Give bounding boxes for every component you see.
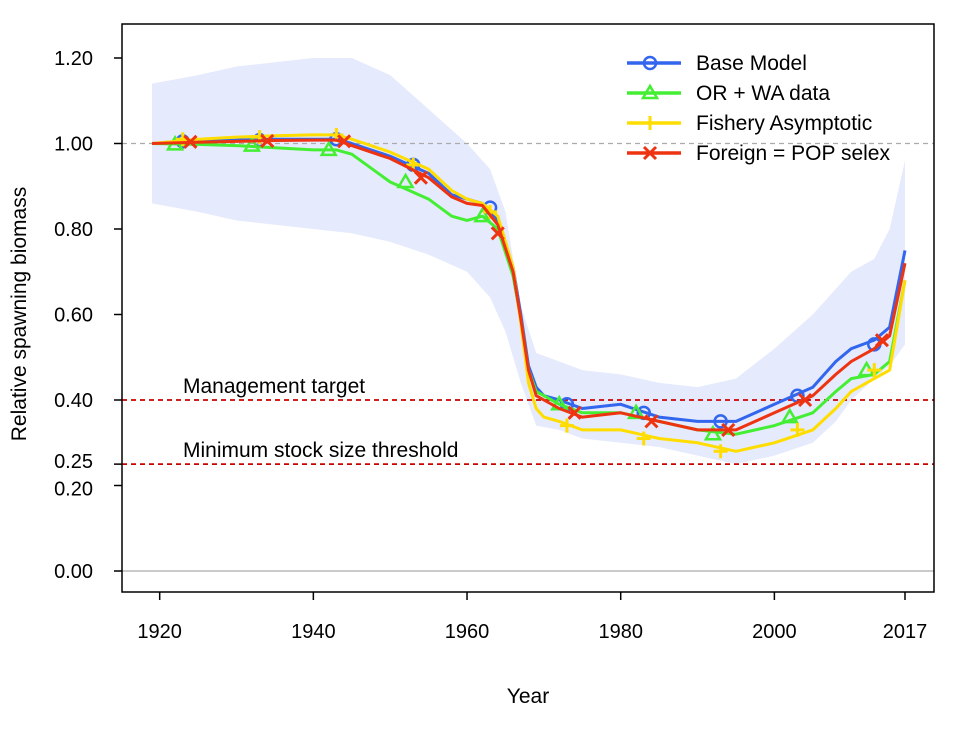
- series-marker-foreign-pop-selex: [644, 414, 659, 429]
- x-tick-label: 1960: [445, 621, 490, 643]
- series-layer: [151, 127, 907, 459]
- legend-label-base-model: Base Model: [696, 52, 807, 75]
- legend-marker-base-model: [642, 55, 658, 71]
- series-marker-fishery-asymptotic: [636, 431, 651, 446]
- ticks-layer: 1920 1940 1960 1980 2000 2017 0.00 0.20 0.25 0.40…: [54, 48, 927, 643]
- series-marker-or-wa-data: [473, 206, 492, 223]
- x-axis-title: Year: [507, 685, 549, 708]
- legend-label-foreign-pop-selex: Foreign = POP selex: [696, 142, 890, 165]
- legend: Base Model OR + WA data Fishery Asymptotic…: [627, 52, 890, 165]
- series-marker-foreign-pop-selex: [874, 333, 890, 348]
- x-tick-label: 1920: [137, 621, 182, 643]
- x-tick-label: 1940: [291, 621, 336, 643]
- series-marker-foreign-pop-selex: [413, 170, 428, 185]
- series-marker-fishery-asymptotic: [559, 418, 574, 433]
- legend-label-fishery-asymptotic: Fishery Asymptotic: [696, 112, 872, 135]
- series-marker-or-wa-data: [780, 407, 799, 424]
- series-marker-or-wa-data: [703, 424, 723, 441]
- reference-label-minimum-stock-size-threshold: Minimum stock size threshold: [183, 439, 458, 462]
- series-marker-foreign-pop-selex: [260, 133, 275, 148]
- y-tick-label: 0.60: [54, 305, 93, 327]
- y-tick-label: 0.20: [54, 479, 93, 501]
- y-tick-label: 1.00: [54, 134, 93, 156]
- y-tick-label: 0.00: [54, 561, 93, 583]
- series-marker-or-wa-data: [396, 172, 415, 189]
- series-marker-foreign-pop-selex: [490, 226, 505, 241]
- series-marker-base-model: [713, 414, 728, 429]
- series-marker-fishery-asymptotic: [867, 363, 882, 378]
- y-tick-label: 0.80: [54, 219, 93, 241]
- series-marker-fishery-asymptotic: [713, 444, 728, 459]
- y-axis-title: Relative spawning biomass: [8, 187, 31, 441]
- x-tick-label: 2000: [752, 621, 797, 643]
- series-marker-foreign-pop-selex: [183, 134, 198, 149]
- legend-marker-fishery-asymptotic: [643, 116, 657, 130]
- uncertainty-band-layer: [152, 58, 905, 465]
- legend-marker-or-wa-data: [640, 83, 660, 100]
- series-marker-or-wa-data: [626, 403, 646, 420]
- legend-marker-foreign-pop-selex: [642, 145, 658, 161]
- series-marker-fishery-asymptotic: [790, 422, 805, 437]
- series-marker-foreign-pop-selex: [721, 422, 736, 437]
- y-tick-label: 1.20: [54, 48, 93, 70]
- series-marker-foreign-pop-selex: [337, 134, 352, 149]
- legend-label-or-wa-data: OR + WA data: [696, 82, 830, 105]
- y-tick-label: 0.40: [54, 390, 93, 412]
- plot-frame: [121, 23, 935, 593]
- series-line-foreign-pop-selex: [151, 138, 907, 432]
- axes-layer: [121, 23, 935, 593]
- x-tick-label: 1980: [598, 621, 643, 643]
- reference-label-management-target: Management target: [183, 375, 365, 398]
- uncertainty-band: [152, 58, 905, 465]
- y-tick-label: 0.25: [54, 451, 93, 473]
- reference-lines-layer: Management target Minimum stock size thre…: [122, 142, 934, 572]
- x-tick-label: 2017: [883, 621, 928, 643]
- series-marker-foreign-pop-selex: [798, 392, 813, 408]
- series-marker-or-wa-data: [242, 136, 262, 152]
- series-marker-or-wa-data: [319, 140, 338, 157]
- series-marker-foreign-pop-selex: [567, 405, 582, 420]
